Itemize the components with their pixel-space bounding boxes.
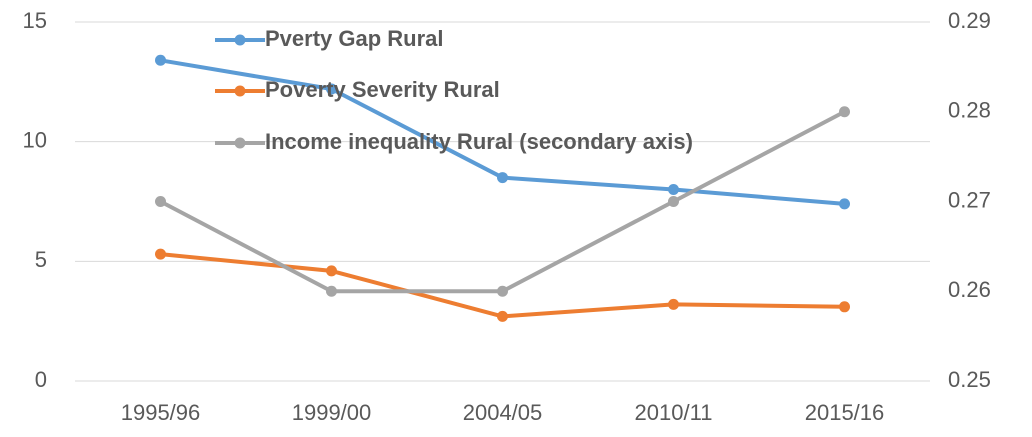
- legend-marker: [234, 34, 246, 46]
- data-point: [497, 310, 508, 322]
- data-point: [839, 198, 850, 210]
- data-point: [155, 54, 166, 66]
- y2-tick-label: 0.25: [948, 367, 991, 392]
- x-tick-label: 2010/11: [635, 400, 713, 425]
- y-tick-label: 5: [35, 247, 47, 272]
- data-point: [839, 301, 850, 313]
- data-point: [326, 265, 337, 277]
- y2-tick-label: 0.26: [948, 277, 991, 302]
- x-tick-label: 1995/96: [121, 400, 201, 425]
- x-tick-label: 1999/00: [292, 400, 372, 425]
- x-tick-label: 2004/05: [463, 400, 543, 425]
- data-point: [155, 248, 166, 260]
- data-point: [326, 285, 337, 297]
- legend-text: Pverty Gap Rural: [265, 26, 444, 51]
- x-tick-label: 2015/16: [805, 400, 885, 425]
- data-point: [497, 285, 508, 297]
- series-line: [160, 252, 845, 319]
- legend-marker: [234, 137, 246, 149]
- legend-text: Income inequality Rural (secondary axis): [265, 129, 693, 154]
- data-point: [668, 184, 679, 196]
- data-point: [668, 196, 679, 207]
- legend-text: Poverty Severity Rural: [265, 77, 500, 102]
- legend-marker: [234, 85, 246, 97]
- data-point: [839, 106, 850, 118]
- data-point: [155, 196, 166, 207]
- data-point: [668, 298, 679, 310]
- y2-tick-label: 0.29: [948, 8, 991, 33]
- y2-tick-label: 0.27: [948, 187, 991, 212]
- data-point: [497, 172, 508, 184]
- data-point: [326, 83, 337, 95]
- y2-tick-label: 0.28: [948, 98, 991, 123]
- y-tick-label: 10: [23, 127, 47, 152]
- y-tick-label: 0: [35, 367, 47, 392]
- y-tick-label: 15: [23, 8, 47, 33]
